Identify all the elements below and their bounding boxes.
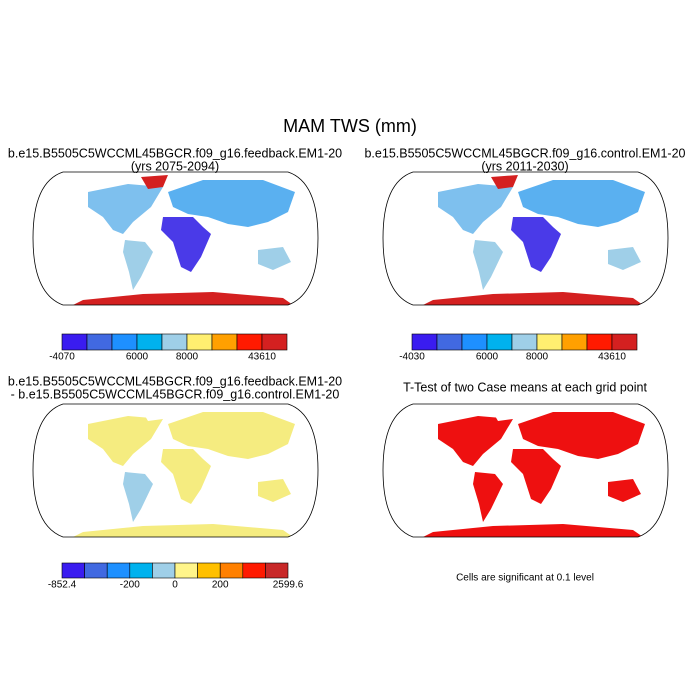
colorbar-label: -4030 <box>399 352 425 363</box>
colorbar-label: 6000 <box>126 352 149 363</box>
panel-subtitle: (yrs 2075-2094) <box>131 159 219 173</box>
panel-note: Cells are significant at 0.1 level <box>456 573 594 584</box>
map <box>32 171 319 306</box>
colorbar-box <box>611 333 638 351</box>
colorbar-box <box>436 333 463 351</box>
panel-title: T-Test of two Case means at each grid po… <box>403 380 647 394</box>
panel-title: b.e15.B5505C5WCCML45BGCR.f09_g16.control… <box>364 146 685 160</box>
colorbar-box <box>161 333 188 351</box>
colorbar-box <box>511 333 538 351</box>
colorbar-box <box>211 333 238 351</box>
map <box>32 403 319 538</box>
colorbar-box <box>111 333 138 351</box>
colorbar-box <box>136 333 163 351</box>
map <box>382 403 669 538</box>
colorbar-box <box>197 562 221 579</box>
colorbar-box <box>152 562 176 579</box>
colorbar-box <box>61 562 85 579</box>
figure-title: MAM TWS (mm) <box>283 116 417 136</box>
colorbar-box <box>461 333 488 351</box>
colorbar-box <box>486 333 513 351</box>
colorbar-box <box>129 562 153 579</box>
colorbar-box <box>265 562 289 579</box>
colorbar-label: -852.4 <box>48 580 77 591</box>
colorbar-box <box>86 333 113 351</box>
panel-title: b.e15.B5505C5WCCML45BGCR.f09_g16.feedbac… <box>8 146 342 160</box>
colorbar-box <box>586 333 613 351</box>
colorbar-label: -4070 <box>49 352 75 363</box>
panel-subtitle: (yrs 2011-2030) <box>481 159 568 173</box>
colorbar-box <box>106 562 131 579</box>
colorbar-box <box>219 562 244 579</box>
colorbar-box <box>84 562 108 579</box>
colorbar-label: 43610 <box>248 352 276 363</box>
colorbar-box <box>411 333 438 351</box>
panel-title: b.e15.B5505C5WCCML45BGCR.f09_g16.feedbac… <box>8 374 342 388</box>
colorbar-box <box>261 333 288 351</box>
map <box>382 171 669 306</box>
colorbar-box <box>186 333 213 351</box>
colorbar-box <box>61 333 88 351</box>
colorbar-box <box>174 562 198 579</box>
colorbar-label: 2599.6 <box>273 580 304 591</box>
colorbar-box <box>242 562 266 579</box>
colorbar-label: -200 <box>120 580 140 591</box>
colorbar-label: 8000 <box>526 352 549 363</box>
colorbar-box <box>536 333 563 351</box>
colorbar-label: 6000 <box>476 352 499 363</box>
colorbar-label: 0 <box>172 580 178 591</box>
colorbar-label: 8000 <box>176 352 199 363</box>
colorbar-label: 43610 <box>598 352 626 363</box>
colorbar-label: 200 <box>212 580 229 591</box>
colorbar-box <box>561 333 588 351</box>
colorbar-box <box>236 333 263 351</box>
panel-subtitle: - b.e15.B5505C5WCCML45BGCR.f09_g16.contr… <box>11 387 340 401</box>
